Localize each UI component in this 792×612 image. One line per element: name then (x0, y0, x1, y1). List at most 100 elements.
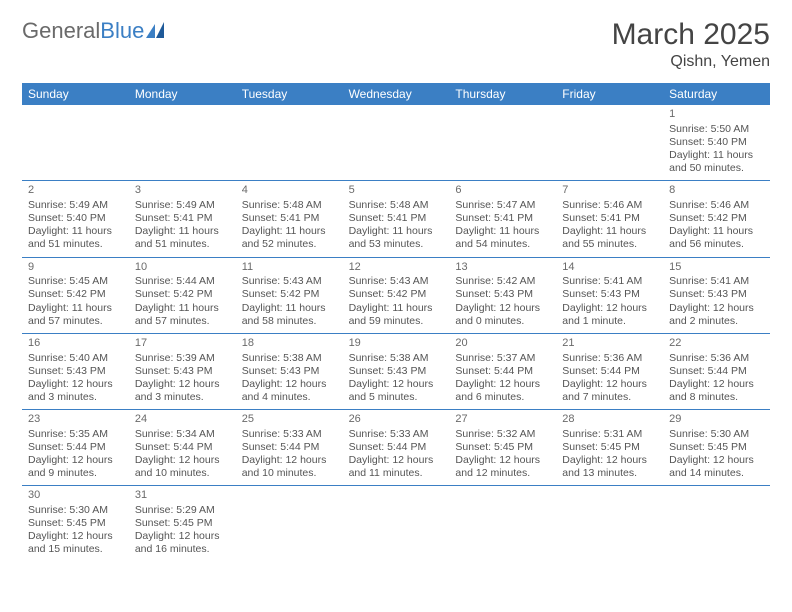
empty-cell (22, 105, 129, 180)
day-cell: 12Sunrise: 5:43 AMSunset: 5:42 PMDayligh… (343, 258, 450, 333)
daylight-text: Daylight: 12 hours and 1 minute. (562, 302, 657, 328)
sunset-text: Sunset: 5:44 PM (28, 441, 123, 454)
day-cell: 25Sunrise: 5:33 AMSunset: 5:44 PMDayligh… (236, 410, 343, 485)
day-number: 23 (28, 413, 123, 427)
sunset-text: Sunset: 5:43 PM (242, 365, 337, 378)
sunrise-text: Sunrise: 5:32 AM (455, 428, 550, 441)
page-title: March 2025 (612, 18, 770, 51)
sunrise-text: Sunrise: 5:37 AM (455, 352, 550, 365)
daylight-text: Daylight: 11 hours and 54 minutes. (455, 225, 550, 251)
logo-text-blue: Blue (100, 18, 144, 44)
sunset-text: Sunset: 5:43 PM (455, 288, 550, 301)
sunset-text: Sunset: 5:41 PM (455, 212, 550, 225)
day-cell: 7Sunrise: 5:46 AMSunset: 5:41 PMDaylight… (556, 181, 663, 256)
day-number: 10 (135, 261, 230, 275)
day-cell: 8Sunrise: 5:46 AMSunset: 5:42 PMDaylight… (663, 181, 770, 256)
day-cell: 6Sunrise: 5:47 AMSunset: 5:41 PMDaylight… (449, 181, 556, 256)
sunrise-text: Sunrise: 5:47 AM (455, 199, 550, 212)
sunrise-text: Sunrise: 5:36 AM (562, 352, 657, 365)
sunrise-text: Sunrise: 5:29 AM (135, 504, 230, 517)
sunset-text: Sunset: 5:42 PM (242, 288, 337, 301)
day-number: 9 (28, 261, 123, 275)
day-cell: 24Sunrise: 5:34 AMSunset: 5:44 PMDayligh… (129, 410, 236, 485)
sunset-text: Sunset: 5:42 PM (28, 288, 123, 301)
day-cell: 13Sunrise: 5:42 AMSunset: 5:43 PMDayligh… (449, 258, 556, 333)
day-cell: 23Sunrise: 5:35 AMSunset: 5:44 PMDayligh… (22, 410, 129, 485)
daylight-text: Daylight: 12 hours and 7 minutes. (562, 378, 657, 404)
day-cell: 15Sunrise: 5:41 AMSunset: 5:43 PMDayligh… (663, 258, 770, 333)
empty-cell (343, 486, 450, 561)
day-cell: 26Sunrise: 5:33 AMSunset: 5:44 PMDayligh… (343, 410, 450, 485)
daylight-text: Daylight: 11 hours and 59 minutes. (349, 302, 444, 328)
empty-cell (343, 105, 450, 180)
day-cell: 30Sunrise: 5:30 AMSunset: 5:45 PMDayligh… (22, 486, 129, 561)
day-number: 4 (242, 184, 337, 198)
day-number: 27 (455, 413, 550, 427)
sunset-text: Sunset: 5:45 PM (135, 517, 230, 530)
week-row: 30Sunrise: 5:30 AMSunset: 5:45 PMDayligh… (22, 486, 770, 561)
daylight-text: Daylight: 11 hours and 56 minutes. (669, 225, 764, 251)
sunrise-text: Sunrise: 5:48 AM (349, 199, 444, 212)
sunset-text: Sunset: 5:42 PM (669, 212, 764, 225)
day-number: 24 (135, 413, 230, 427)
day-number: 29 (669, 413, 764, 427)
sunrise-text: Sunrise: 5:33 AM (349, 428, 444, 441)
sunrise-text: Sunrise: 5:49 AM (28, 199, 123, 212)
empty-cell (556, 486, 663, 561)
day-cell: 11Sunrise: 5:43 AMSunset: 5:42 PMDayligh… (236, 258, 343, 333)
day-number: 26 (349, 413, 444, 427)
day-cell: 14Sunrise: 5:41 AMSunset: 5:43 PMDayligh… (556, 258, 663, 333)
day-number: 3 (135, 184, 230, 198)
logo: GeneralBlue (22, 18, 168, 44)
day-cell: 9Sunrise: 5:45 AMSunset: 5:42 PMDaylight… (22, 258, 129, 333)
daylight-text: Daylight: 12 hours and 16 minutes. (135, 530, 230, 556)
week-row: 9Sunrise: 5:45 AMSunset: 5:42 PMDaylight… (22, 258, 770, 334)
daylight-text: Daylight: 11 hours and 57 minutes. (135, 302, 230, 328)
day-cell: 17Sunrise: 5:39 AMSunset: 5:43 PMDayligh… (129, 334, 236, 409)
daylight-text: Daylight: 12 hours and 2 minutes. (669, 302, 764, 328)
daylight-text: Daylight: 12 hours and 14 minutes. (669, 454, 764, 480)
day-cell: 20Sunrise: 5:37 AMSunset: 5:44 PMDayligh… (449, 334, 556, 409)
daylight-text: Daylight: 12 hours and 12 minutes. (455, 454, 550, 480)
sunset-text: Sunset: 5:44 PM (135, 441, 230, 454)
day-cell: 4Sunrise: 5:48 AMSunset: 5:41 PMDaylight… (236, 181, 343, 256)
day-cell: 10Sunrise: 5:44 AMSunset: 5:42 PMDayligh… (129, 258, 236, 333)
day-number: 2 (28, 184, 123, 198)
day-number: 28 (562, 413, 657, 427)
day-number: 14 (562, 261, 657, 275)
daylight-text: Daylight: 11 hours and 55 minutes. (562, 225, 657, 251)
sunset-text: Sunset: 5:43 PM (135, 365, 230, 378)
sunset-text: Sunset: 5:44 PM (349, 441, 444, 454)
day-header: Wednesday (343, 83, 450, 105)
logo-text-general: General (22, 18, 100, 44)
calendar-page: GeneralBlue March 2025 Qishn, Yemen Sund… (0, 0, 792, 580)
daylight-text: Daylight: 12 hours and 10 minutes. (135, 454, 230, 480)
day-cell: 2Sunrise: 5:49 AMSunset: 5:40 PMDaylight… (22, 181, 129, 256)
day-number: 20 (455, 337, 550, 351)
sunset-text: Sunset: 5:40 PM (669, 136, 764, 149)
sunset-text: Sunset: 5:43 PM (669, 288, 764, 301)
day-number: 22 (669, 337, 764, 351)
empty-cell (236, 486, 343, 561)
sunrise-text: Sunrise: 5:41 AM (669, 275, 764, 288)
sunrise-text: Sunrise: 5:46 AM (562, 199, 657, 212)
sunset-text: Sunset: 5:43 PM (349, 365, 444, 378)
daylight-text: Daylight: 12 hours and 3 minutes. (28, 378, 123, 404)
day-number: 11 (242, 261, 337, 275)
day-header: Tuesday (236, 83, 343, 105)
sunrise-text: Sunrise: 5:31 AM (562, 428, 657, 441)
day-header: Friday (556, 83, 663, 105)
daylight-text: Daylight: 11 hours and 51 minutes. (28, 225, 123, 251)
sunset-text: Sunset: 5:42 PM (349, 288, 444, 301)
day-number: 8 (669, 184, 764, 198)
empty-cell (449, 486, 556, 561)
day-header: Sunday (22, 83, 129, 105)
sunset-text: Sunset: 5:45 PM (455, 441, 550, 454)
sunset-text: Sunset: 5:43 PM (28, 365, 123, 378)
sunset-text: Sunset: 5:44 PM (669, 365, 764, 378)
title-block: March 2025 Qishn, Yemen (612, 18, 770, 71)
daylight-text: Daylight: 12 hours and 5 minutes. (349, 378, 444, 404)
day-number: 15 (669, 261, 764, 275)
weeks-container: 1Sunrise: 5:50 AMSunset: 5:40 PMDaylight… (22, 105, 770, 562)
empty-cell (556, 105, 663, 180)
